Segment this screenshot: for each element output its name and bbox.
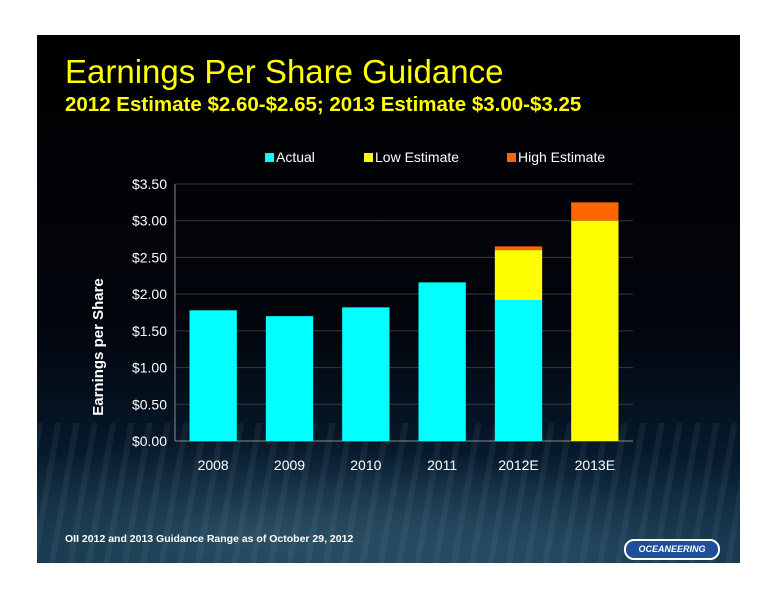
x-tick-label: 2011 xyxy=(427,457,457,473)
axes: $0.00 $0.50 $1.00 $1.50 $2.00 $2.50 $3.00 $3.50… xyxy=(132,176,633,473)
legend-label: Actual xyxy=(276,149,315,165)
legend-swatch xyxy=(364,153,373,162)
y-tick-label: $1.50 xyxy=(132,323,167,339)
legend: Actual Low Estimate High Estimate xyxy=(265,149,605,165)
bar-actual xyxy=(189,310,237,441)
slide-title: Earnings Per Share Guidance xyxy=(65,53,504,90)
slide: Earnings Per Share Guidance 2012 Estimat… xyxy=(37,35,740,563)
x-tick-label: 2008 xyxy=(198,457,229,473)
seabed-background xyxy=(37,423,740,563)
bar-low-estimate xyxy=(571,220,619,441)
y-axis-label: Earnings per Share xyxy=(90,278,107,416)
bar-high-estimate xyxy=(494,246,543,251)
y-tick-label: $0.00 xyxy=(132,433,167,449)
bar-actual xyxy=(418,282,466,441)
x-tick-label: 2009 xyxy=(274,457,305,473)
y-tick-label: $0.50 xyxy=(132,396,167,412)
bar-high-estimate xyxy=(571,202,619,221)
legend-swatch xyxy=(265,153,274,162)
bar-low-estimate xyxy=(494,250,543,301)
gridlines xyxy=(175,183,633,405)
oceaneering-logo: OCEANEERING xyxy=(624,539,720,560)
legend-label: High Estimate xyxy=(518,149,605,165)
bar-actual xyxy=(265,316,314,441)
x-tick-label: 2010 xyxy=(350,457,381,473)
y-tick-label: $2.50 xyxy=(132,249,167,265)
slide-subtitle: 2012 Estimate $2.60-$2.65; 2013 Estimate… xyxy=(65,93,582,116)
y-tick-label: $2.00 xyxy=(132,286,167,302)
y-tick-label: $1.00 xyxy=(132,360,167,376)
footnote: OII 2012 and 2013 Guidance Range as of O… xyxy=(65,533,354,545)
legend-label: Low Estimate xyxy=(375,149,459,165)
y-tick-label: $3.50 xyxy=(132,176,167,192)
x-tick-label: 2013E xyxy=(575,457,615,473)
bars xyxy=(189,202,619,441)
bar-actual xyxy=(342,307,390,441)
eps-bar-chart: $0.00 $0.50 $1.00 $1.50 $2.00 $2.50 $3.00 $3.50… xyxy=(90,149,633,473)
y-tick-label: $3.00 xyxy=(132,213,167,229)
legend-swatch xyxy=(507,153,516,162)
bar-actual xyxy=(494,300,543,441)
x-tick-label: 2012E xyxy=(498,457,538,473)
